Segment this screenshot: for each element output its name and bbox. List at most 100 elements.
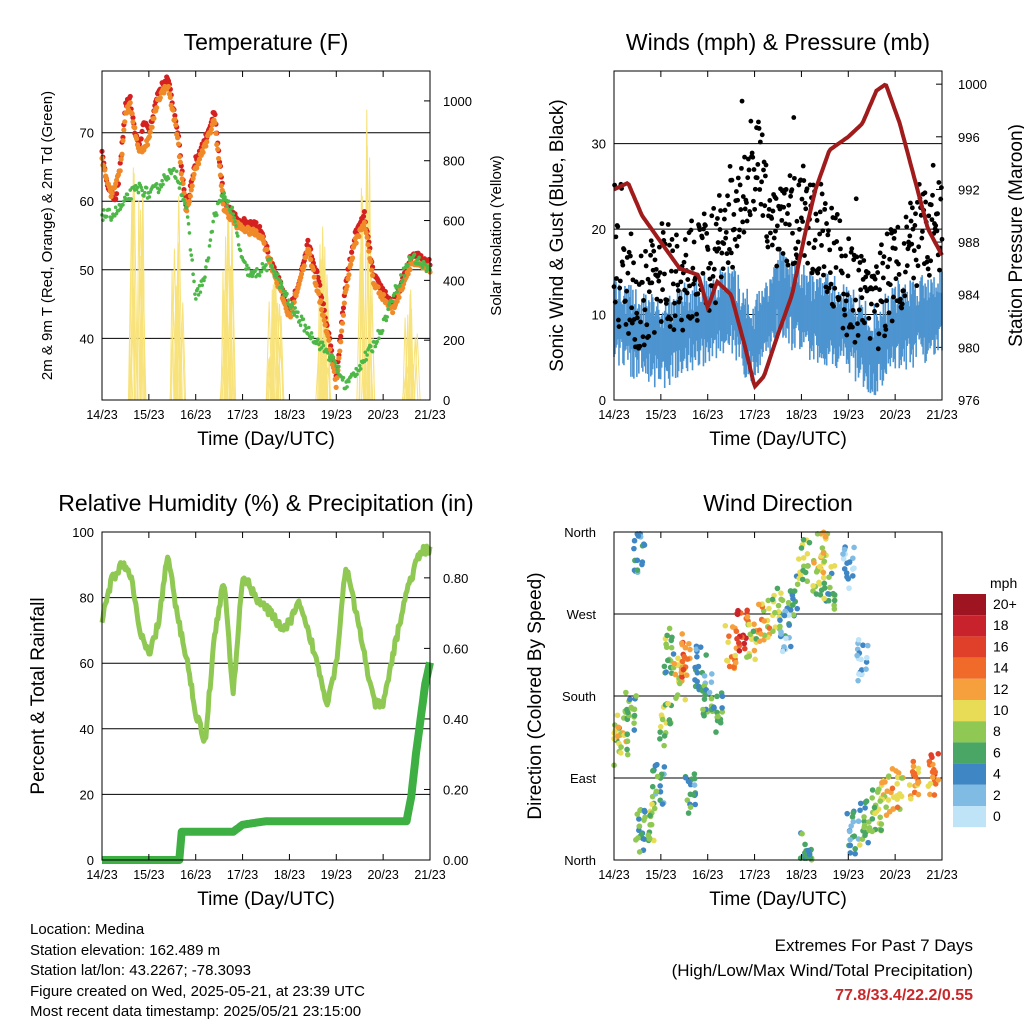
gust-point [742, 154, 747, 160]
direction-point [877, 798, 884, 804]
temperature-point [398, 283, 402, 288]
gust-point [833, 265, 839, 270]
humidity-ytick-label: 80 [80, 591, 94, 606]
gust-point [881, 254, 887, 260]
winds-ytick-right-label: 976 [958, 393, 980, 408]
direction-point [852, 845, 858, 852]
temperature-point [331, 355, 336, 359]
temperature-point [104, 214, 109, 219]
direction-point [659, 801, 666, 807]
direction-point [843, 570, 850, 576]
temperature-point [334, 375, 340, 381]
gust-point [909, 205, 915, 211]
winds-xtick-label: 21/23 [926, 408, 957, 422]
gust-point [892, 246, 898, 252]
direction-point [631, 545, 637, 552]
direction-point [894, 796, 901, 802]
gust-point [617, 285, 623, 291]
gust-point [723, 235, 729, 241]
gust-point [813, 211, 819, 217]
gust-point [708, 260, 713, 266]
gust-point [681, 259, 687, 265]
temperature-point [259, 269, 264, 274]
temperature-point [313, 282, 319, 289]
gust-point [675, 282, 681, 288]
gust-point [774, 263, 780, 269]
temperature-point [307, 325, 311, 330]
gust-point [879, 299, 885, 305]
winds-xtick-label: 17/23 [739, 408, 770, 422]
temperature-point [345, 385, 349, 389]
direction-point [734, 611, 741, 618]
direction-point [854, 652, 860, 659]
solar-spike [270, 284, 276, 401]
direction-point [671, 660, 678, 667]
humidity-xtick-label: 16/23 [180, 868, 211, 882]
speed-legend-swatch [953, 806, 986, 828]
gust-point [641, 298, 647, 303]
temperature-point [337, 364, 341, 369]
temperature-point [365, 242, 371, 248]
temperature-xtick-label: 19/23 [321, 408, 352, 422]
gust-point [628, 231, 634, 237]
direction-point [821, 585, 828, 591]
direction-point [685, 810, 692, 816]
gust-point [718, 274, 724, 280]
gust-point [862, 284, 868, 290]
gust-point [716, 193, 722, 198]
direction-point [711, 705, 717, 711]
direction-point [663, 644, 670, 651]
gust-point [800, 219, 805, 224]
temperature-xtick-label: 18/23 [274, 408, 305, 422]
gust-point [834, 239, 840, 244]
solar-spike [401, 375, 410, 401]
winds-xtick-label: 18/23 [786, 408, 817, 422]
temperature-point [180, 180, 186, 187]
gust-point [717, 227, 723, 232]
gust-point [763, 162, 769, 168]
direction-point [910, 758, 917, 765]
humidity-xtick-label: 15/23 [133, 868, 164, 882]
humidity-xtick-label: 20/23 [368, 868, 399, 882]
gust-point [873, 285, 879, 291]
direction-ytick-label: South [562, 689, 596, 704]
gust-point [613, 234, 619, 240]
temperature-point [194, 297, 198, 301]
temperature-point [415, 258, 420, 262]
gust-point [822, 206, 828, 212]
temperature-point [189, 253, 194, 257]
direction-point [786, 612, 792, 618]
temperature-point [296, 282, 302, 288]
humidity-ytick-right-label: 0.20 [443, 782, 468, 797]
temperature-point [333, 384, 339, 390]
direction-point [847, 850, 854, 856]
temperature-point [225, 204, 229, 208]
temperature-point [216, 163, 223, 169]
gust-point [684, 290, 690, 296]
direction-point [719, 709, 726, 715]
temperature-point [278, 278, 283, 283]
direction-point [787, 643, 794, 650]
temperature-point [320, 340, 325, 345]
speed-legend-label: 18 [993, 617, 1009, 633]
direction-point [800, 555, 807, 561]
gust-point [923, 199, 928, 205]
gust-point [749, 150, 755, 156]
direction-point [847, 836, 853, 843]
gust-point [660, 287, 665, 293]
temperature-point [340, 312, 347, 318]
temperature-point [220, 194, 225, 199]
direction-point [821, 580, 828, 587]
gust-point [880, 260, 886, 266]
gust-point [652, 257, 658, 263]
temperature-point [235, 231, 239, 235]
temperature-point [310, 267, 316, 273]
gust-point [719, 250, 725, 256]
gust-point [811, 245, 817, 251]
gust-point [882, 333, 887, 339]
temperature-point [231, 212, 235, 216]
temperature-point [238, 248, 243, 253]
temperature-point [246, 266, 251, 271]
temperature-point [375, 284, 381, 290]
